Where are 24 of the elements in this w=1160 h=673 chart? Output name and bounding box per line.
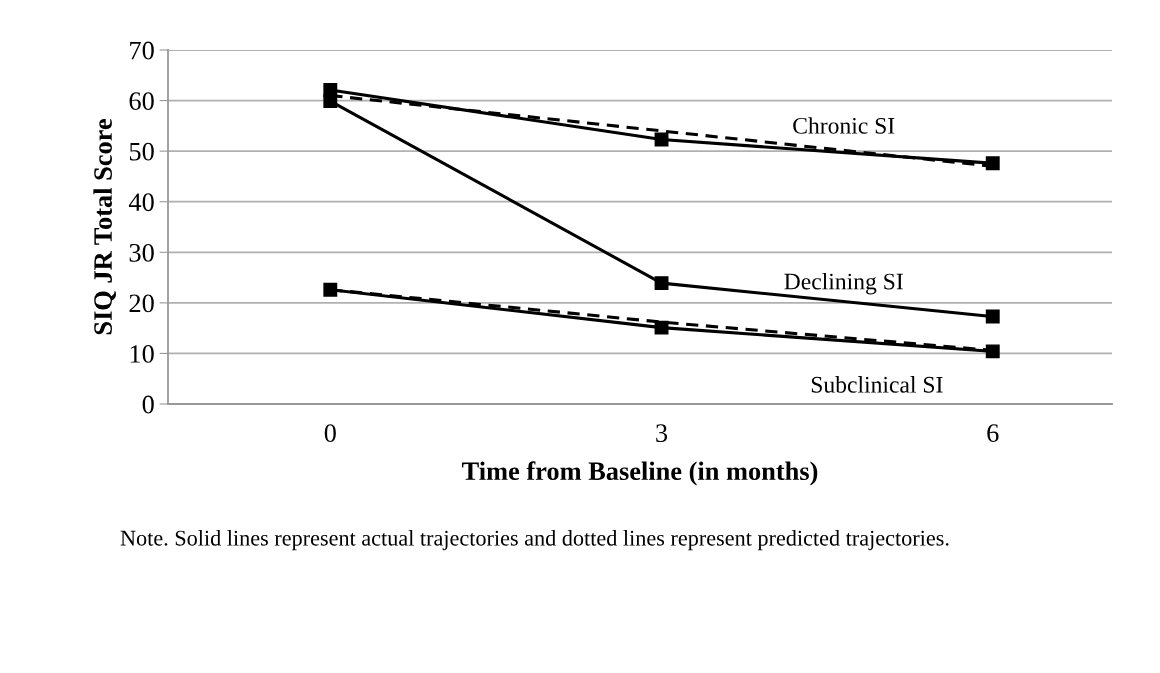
y-tick-label: 50 [129, 142, 154, 161]
y-tick-label: 30 [129, 243, 154, 262]
point [985, 344, 1000, 359]
x-tick-label: 6 [987, 424, 999, 443]
point [654, 320, 669, 335]
series-label: Chronic SI [793, 117, 895, 134]
text: Note. Solid lines represent actual trajectories and dotted lines represent predicted trajectories. [120, 530, 949, 551]
y-tick-label: 60 [129, 92, 154, 110]
y-tick-label: 0 [142, 395, 154, 414]
x-tick-label: 3 [656, 424, 668, 443]
point [323, 282, 338, 297]
y-tick-label: 10 [130, 345, 154, 363]
series-label: Subclinical SI [811, 376, 943, 393]
y-axis-title: SIQ JR Total Score [93, 119, 116, 335]
point [985, 309, 1000, 324]
x-axis-title: Time from Baseline (in months) [462, 461, 818, 486]
series-label: Declining SI [784, 272, 903, 295]
x-tick-label: 0 [324, 424, 336, 443]
point [323, 94, 338, 109]
y-tick-label: 70 [130, 41, 154, 60]
point [985, 156, 1000, 171]
y-tick-label: 40 [128, 193, 154, 212]
y-tick-label: 20 [129, 294, 154, 313]
point [654, 276, 669, 291]
